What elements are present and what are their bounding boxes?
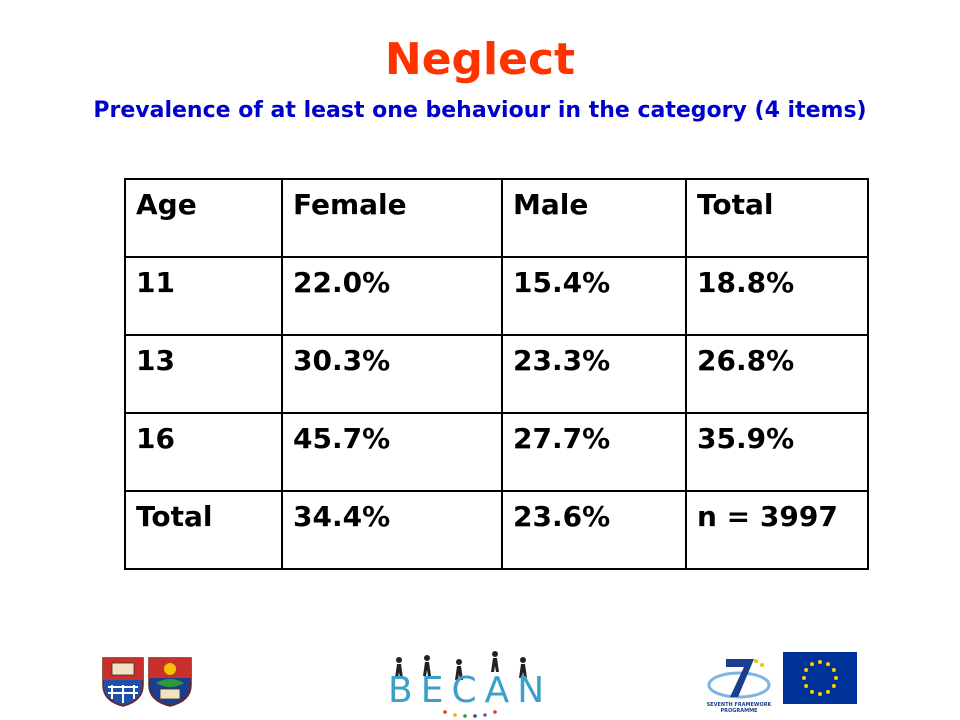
table-cell: 16	[124, 412, 283, 492]
table-row: 11 22.0% 15.4% 18.8%	[124, 256, 869, 336]
header-cell-male: Male	[501, 178, 687, 258]
eu-star-icon	[818, 660, 822, 664]
fp7-logo-icon	[707, 659, 771, 699]
header-cell-total: Total	[685, 178, 869, 258]
table-cell: 26.8%	[685, 334, 869, 414]
prevalence-table: Age Female Male Total 11 22.0% 15.4% 18.…	[124, 178, 869, 570]
table-cell: 23.6%	[501, 490, 687, 570]
slide-title: Neglect	[384, 34, 576, 85]
table-cell: 18.8%	[685, 256, 869, 336]
table-cell: 30.3%	[281, 334, 503, 414]
eu-star-icon	[804, 668, 809, 672]
eu-star-icon	[834, 676, 838, 680]
table-cell: 13	[124, 334, 283, 414]
table-cell: 34.4%	[281, 490, 503, 570]
slide-subtitle: Prevalence of at least one behaviour in …	[93, 98, 867, 123]
table-cell: 35.9%	[685, 412, 869, 492]
table-cell: 11	[124, 256, 283, 336]
eu-star-icon	[818, 692, 822, 696]
becan-logo-text: BECAN	[388, 670, 553, 711]
table-cell: Total	[124, 490, 283, 570]
eu-star-icon	[810, 689, 814, 694]
eu-flag-icon	[783, 652, 857, 704]
eu-star-icon	[810, 662, 814, 667]
eu-star-icon	[826, 689, 830, 694]
footer-logos: BECAN SEVENTH FRAMEWORK PROGRAMME	[0, 650, 960, 720]
becan-figures-icon	[395, 651, 527, 718]
eu-star-icon	[826, 662, 830, 667]
table-header-row: Age Female Male Total	[124, 178, 869, 258]
eu-star-icon	[802, 676, 806, 680]
table-cell: 45.7%	[281, 412, 503, 492]
eu-star-icon	[831, 668, 836, 672]
table-cell: 27.7%	[501, 412, 687, 492]
faculty-crest-icon	[148, 657, 192, 707]
eu-star-icon	[804, 684, 809, 688]
fp7-label: SEVENTH FRAMEWORK PROGRAMME	[706, 702, 772, 714]
table-row: 16 45.7% 27.7% 35.9%	[124, 412, 869, 492]
table-cell: 15.4%	[501, 256, 687, 336]
header-cell-female: Female	[281, 178, 503, 258]
eu-star-icon	[831, 684, 836, 688]
table-row-total: Total 34.4% 23.6% n = 3997	[124, 490, 869, 570]
university-crest-icon	[102, 657, 144, 707]
header-cell-age: Age	[124, 178, 283, 258]
table-cell: n = 3997	[685, 490, 869, 570]
table-cell: 22.0%	[281, 256, 503, 336]
table-row: 13 30.3% 23.3% 26.8%	[124, 334, 869, 414]
table-cell: 23.3%	[501, 334, 687, 414]
